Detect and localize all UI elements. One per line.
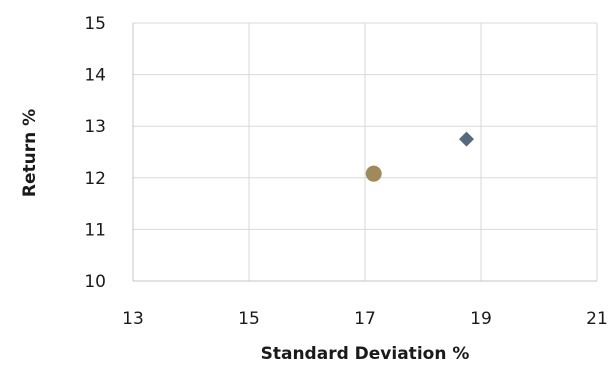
y-tick-label: 10 [84,272,106,292]
x-tick-label: 17 [354,309,376,329]
data-point-diamond [459,131,474,147]
y-axis-title: Return % [20,109,40,197]
tick-labels: 10 11 12 13 14 15 13 15 17 19 21 [84,14,607,329]
axes [132,23,597,282]
y-tick-label: 15 [84,14,106,34]
y-tick-label: 12 [84,169,106,189]
x-tick-label: 21 [586,309,608,329]
gridlines [133,22,598,281]
x-axis-title: Standard Deviation % [261,344,470,364]
data-points [365,131,474,182]
y-tick-label: 14 [84,66,106,86]
y-tick-label: 13 [84,117,106,137]
y-tick-label: 11 [84,220,106,240]
data-point-circle [365,165,382,182]
x-tick-label: 13 [122,309,144,329]
x-tick-label: 15 [238,309,260,329]
x-tick-label: 19 [470,309,492,329]
